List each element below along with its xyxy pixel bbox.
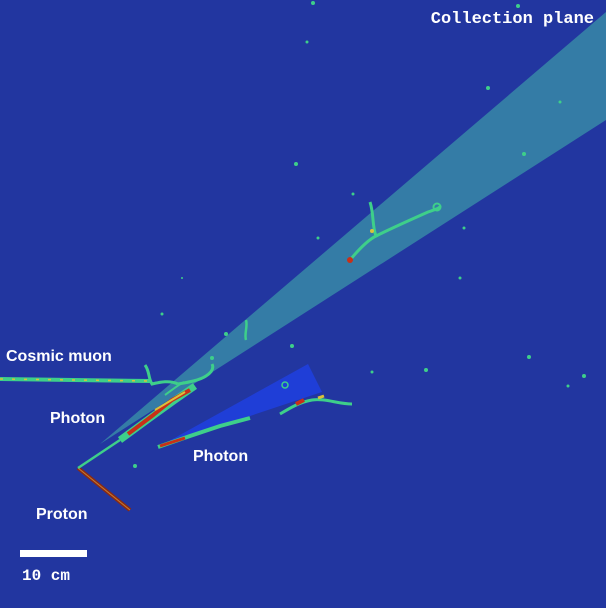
far-shower (347, 201, 442, 263)
cosmic-muon-label: Cosmic muon (6, 348, 112, 365)
photon-shower-lower (157, 381, 353, 449)
plane-title: Collection plane (430, 10, 594, 29)
photon-shower-upper (117, 319, 248, 443)
photon-upper-label: Photon (50, 410, 106, 427)
proton-label: Proton (36, 506, 88, 523)
scale-label: 10 cm (22, 567, 71, 585)
photon-cone-upper (100, 12, 606, 444)
cosmic-muon-track (0, 363, 215, 386)
proton-track (76, 438, 132, 512)
photon-lower-label: Photon (193, 448, 249, 465)
scale-bar (20, 550, 87, 557)
noise-hits (133, 1, 586, 468)
